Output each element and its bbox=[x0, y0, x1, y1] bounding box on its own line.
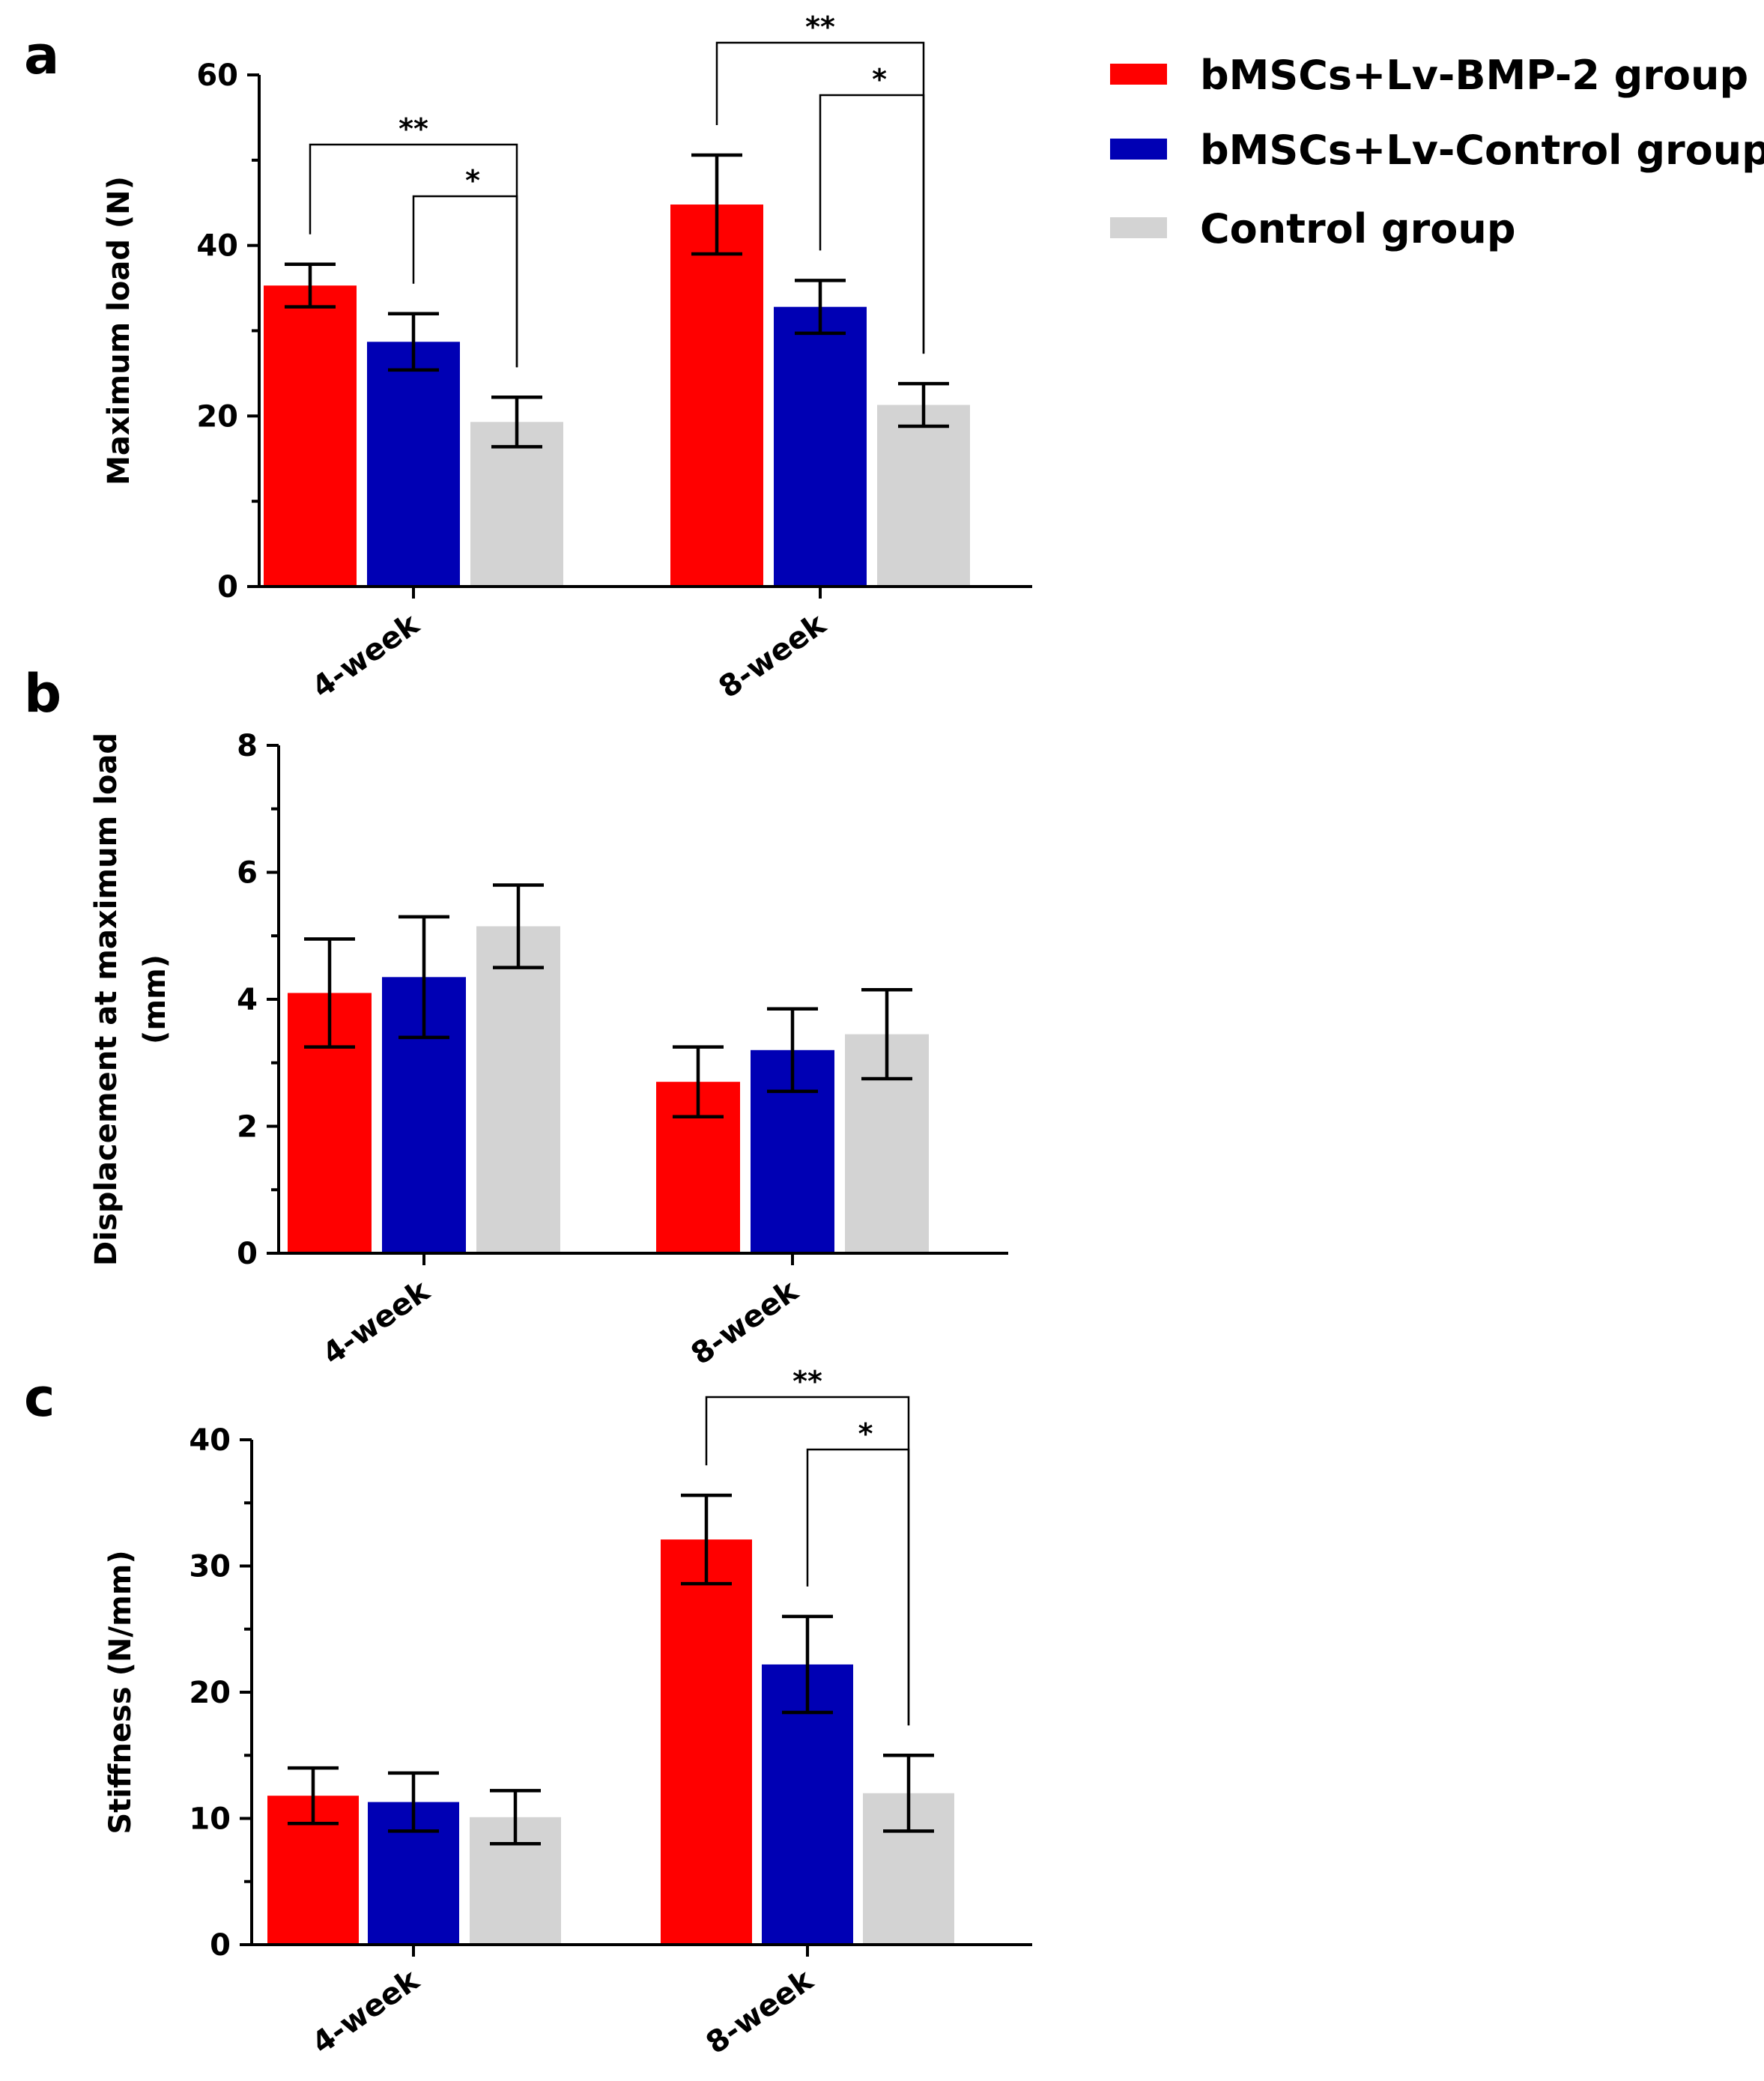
y-axis-title: Stiffness (N/mm) bbox=[103, 1550, 138, 1834]
panel-letter-a: a bbox=[24, 25, 59, 86]
y-tick-label-1: 10 bbox=[189, 1802, 231, 1837]
significance-label-0-0-2: ** bbox=[398, 112, 428, 145]
legend-swatch-1 bbox=[1110, 139, 1167, 160]
significance-bracket-0-1-2 bbox=[412, 195, 518, 368]
significance-label-1-0-2: ** bbox=[805, 10, 835, 43]
significance-label-1-0-2: ** bbox=[792, 1365, 822, 1398]
y-tick-label-3: 60 bbox=[196, 58, 238, 93]
y-tick-label-4: 8 bbox=[237, 729, 258, 763]
bar-8-week-series-0 bbox=[661, 1539, 752, 1945]
y-tick-label-2: 20 bbox=[189, 1676, 231, 1710]
y-tick-label-0: 0 bbox=[210, 1928, 231, 1963]
bar-4-week-series-1 bbox=[367, 342, 460, 587]
significance-label-1-1-2: * bbox=[858, 1417, 873, 1450]
legend-swatch-2 bbox=[1110, 217, 1167, 238]
panel-letter-c: c bbox=[24, 1367, 55, 1429]
x-category-label-0: 4-week bbox=[306, 1963, 425, 2062]
significance-bracket-1-1-2 bbox=[806, 1448, 910, 1726]
panel-b-displacement: b Displacement at maximum load (mm) 0 2 4 6 8 4-… bbox=[24, 663, 1008, 1372]
y-tick-label-3: 30 bbox=[189, 1550, 231, 1584]
y-tick-label-3: 6 bbox=[237, 856, 258, 891]
bar-4-week-series-0 bbox=[264, 285, 357, 587]
x-category-label-0: 4-week bbox=[316, 1273, 436, 1372]
panel-letter-b: b bbox=[24, 663, 61, 724]
y-tick-label-2: 40 bbox=[196, 229, 238, 264]
x-category-label-0: 4-week bbox=[306, 607, 425, 706]
y-axis-title-line-2: (mm) bbox=[138, 954, 172, 1044]
bar-8-week-series-1 bbox=[774, 306, 867, 587]
significance-bracket-1-1-2 bbox=[819, 94, 925, 354]
y-axis-title: Maximum load (N) bbox=[102, 176, 136, 485]
legend-label-1: bMSCs+Lv-Control group bbox=[1200, 127, 1764, 174]
significance-label-1-1-2: * bbox=[872, 63, 887, 96]
y-tick-label-0: 0 bbox=[217, 570, 238, 605]
y-tick-label-1: 20 bbox=[196, 399, 238, 434]
legend: bMSCs+Lv-BMP-2 group bMSCs+Lv-Control gro… bbox=[1110, 52, 1764, 252]
legend-label-0: bMSCs+Lv-BMP-2 group bbox=[1200, 52, 1748, 99]
significance-label-0-1-2: * bbox=[465, 164, 480, 197]
bar-8-week-series-2 bbox=[877, 405, 970, 587]
y-axis-title-line-1: Displacement at maximum load bbox=[89, 733, 124, 1266]
y-tick-label-1: 2 bbox=[237, 1110, 258, 1145]
y-tick-label-2: 4 bbox=[237, 983, 258, 1017]
legend-swatch-0 bbox=[1110, 64, 1167, 85]
y-tick-label-0: 0 bbox=[237, 1237, 258, 1271]
bar-8-week-series-0 bbox=[670, 205, 763, 587]
y-tick-label-4: 40 bbox=[189, 1423, 231, 1458]
x-category-label-1: 8-week bbox=[685, 1273, 804, 1372]
bar-4-week-series-2 bbox=[476, 926, 560, 1253]
bar-4-week-series-2 bbox=[470, 422, 563, 587]
x-category-label-1: 8-week bbox=[700, 1963, 819, 2062]
legend-label-2: Control group bbox=[1200, 205, 1516, 252]
x-category-label-1: 8-week bbox=[712, 607, 832, 706]
